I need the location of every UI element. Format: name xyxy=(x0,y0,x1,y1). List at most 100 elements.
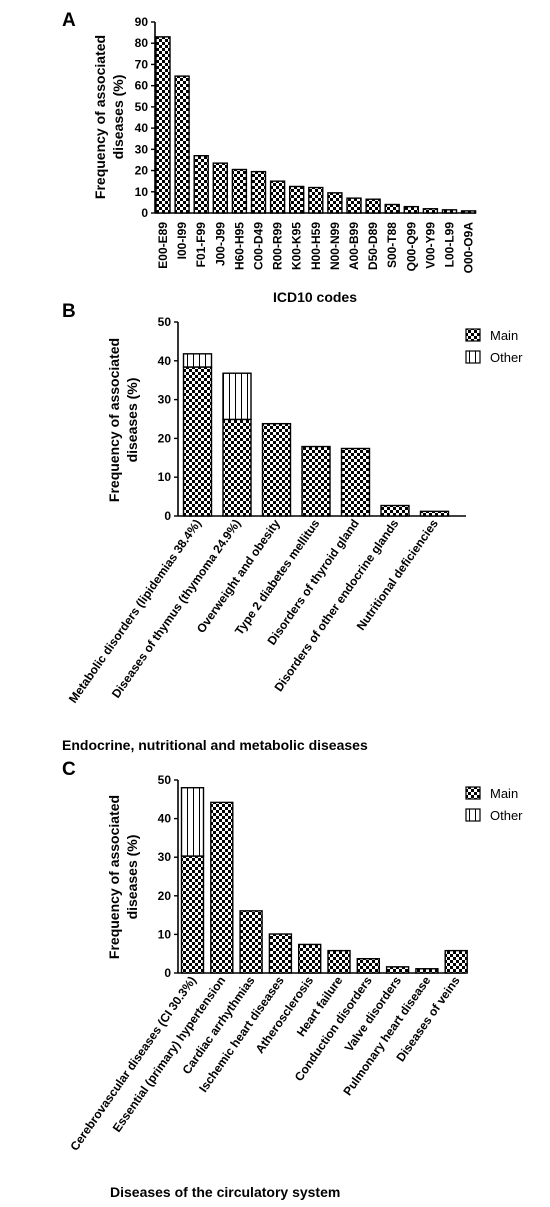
y-axis-title: diseases (%) xyxy=(124,378,140,463)
bar-main xyxy=(419,510,450,517)
legend-label-other: Other xyxy=(490,350,523,365)
x-axis-title: Diseases of the circulatory system xyxy=(110,1184,340,1200)
legend-swatch-main xyxy=(465,786,481,800)
bar-main xyxy=(327,949,351,974)
bar-other xyxy=(180,787,205,857)
panel-c-chart: C Frequency of associated diseases (%) 0 10 2… xyxy=(62,759,523,1200)
bar-main xyxy=(340,447,371,517)
bar-value xyxy=(308,186,324,214)
bar-value xyxy=(155,36,171,214)
bar-main xyxy=(356,958,380,974)
bar-main xyxy=(210,801,234,974)
bar-value xyxy=(327,192,343,214)
bar-main xyxy=(261,422,292,517)
x-tick-label: O00-O9A xyxy=(462,222,476,274)
x-tick-label: C00-D49 xyxy=(252,222,266,270)
bar-main xyxy=(380,504,410,517)
y-tick-label: 40 xyxy=(158,812,172,826)
panel-letter: B xyxy=(62,301,76,322)
x-tick-label: N00-N99 xyxy=(328,222,342,270)
bar-value xyxy=(289,185,305,214)
bar-value xyxy=(231,168,248,214)
y-tick-label: 30 xyxy=(158,393,172,407)
x-tick-label: S00-T88 xyxy=(385,222,399,268)
panel-a-chart: A Frequency of associated diseases (%) 0 10 2… xyxy=(62,10,477,305)
bar-other xyxy=(222,372,252,421)
bar-value xyxy=(384,203,400,214)
bar-value xyxy=(174,75,190,214)
x-tick-label: Nutritional deficiencies xyxy=(354,516,441,632)
y-axis-title: Frequency of associated xyxy=(92,35,108,199)
x-tick-label: Cerebrovascular diseases (CI 30.3%) xyxy=(67,974,199,1154)
y-tick-label: 0 xyxy=(164,509,171,523)
y-tick-label: 40 xyxy=(158,354,172,368)
panel-b-chart: B Frequency of associated diseases (%) 0 10 2… xyxy=(62,301,523,753)
panel-letter: A xyxy=(62,10,76,31)
bar-value xyxy=(365,198,381,214)
bar-main xyxy=(385,966,410,974)
y-tick-label: 30 xyxy=(135,142,149,156)
y-tick-label: 50 xyxy=(158,773,172,787)
bar-main xyxy=(180,855,205,974)
y-tick-label: 20 xyxy=(158,431,172,445)
legend-label-main: Main xyxy=(490,328,518,343)
bar-value xyxy=(422,208,439,214)
x-tick-label: L00-L99 xyxy=(443,222,457,268)
bar-main xyxy=(444,949,468,974)
y-tick-label: 40 xyxy=(135,121,149,135)
x-tick-label: I00-I99 xyxy=(175,222,189,260)
y-axis-title: Frequency of associated xyxy=(106,795,122,959)
bar-value xyxy=(346,197,362,214)
bar-value xyxy=(403,205,419,214)
x-tick-label: V00-Y99 xyxy=(423,222,437,269)
x-axis-title: ICD10 codes xyxy=(273,289,357,305)
bar-main xyxy=(182,366,213,517)
bar-main xyxy=(301,445,331,517)
x-tick-label: F01-F99 xyxy=(194,222,208,268)
y-axis-title: diseases (%) xyxy=(110,75,126,160)
bar-main xyxy=(222,418,252,517)
y-tick-label: 80 xyxy=(135,36,149,50)
x-tick-label: J00-J99 xyxy=(213,222,227,266)
legend-swatch-main xyxy=(465,328,481,342)
x-tick-label: H60-H95 xyxy=(232,222,246,270)
legend-swatch-other xyxy=(465,350,481,364)
bar-main xyxy=(268,933,293,974)
bar-main xyxy=(415,968,439,974)
x-tick-label: A00-B99 xyxy=(347,222,361,270)
y-tick-label: 10 xyxy=(135,185,149,199)
legend-label-other: Other xyxy=(490,808,523,823)
x-tick-label: Q00-Q99 xyxy=(404,222,418,272)
bar-value xyxy=(250,170,267,214)
bar-value xyxy=(212,162,229,214)
x-tick-label: D50-D89 xyxy=(366,222,380,270)
x-axis-title: Endocrine, nutritional and metabolic dis… xyxy=(62,737,368,753)
y-tick-label: 50 xyxy=(135,100,149,114)
panel-letter: C xyxy=(62,759,76,780)
bar-main xyxy=(239,910,263,974)
legend-swatch-other xyxy=(465,808,481,822)
y-tick-label: 50 xyxy=(158,315,172,329)
bar-value xyxy=(269,180,286,214)
y-tick-label: 90 xyxy=(135,15,149,29)
bar-value xyxy=(460,210,477,214)
y-tick-label: 70 xyxy=(135,57,149,71)
legend-label-main: Main xyxy=(490,786,518,801)
x-tick-label: H00-H59 xyxy=(309,222,323,270)
y-axis-title: diseases (%) xyxy=(124,835,140,920)
y-tick-label: 60 xyxy=(135,79,149,93)
x-tick-label: Essential (primary) hypertension xyxy=(110,974,229,1135)
y-tick-label: 0 xyxy=(141,206,148,220)
x-tick-label: K00-K95 xyxy=(290,222,304,270)
bar-main xyxy=(298,943,322,974)
x-tick-label: R00-R99 xyxy=(271,222,285,270)
y-tick-label: 10 xyxy=(158,470,172,484)
y-tick-label: 20 xyxy=(135,164,149,178)
bar-other xyxy=(182,353,213,368)
y-tick-label: 30 xyxy=(158,850,172,864)
bar-value xyxy=(441,209,458,214)
y-tick-label: 10 xyxy=(158,927,172,941)
y-tick-label: 0 xyxy=(164,966,171,980)
bar-value xyxy=(193,154,209,214)
